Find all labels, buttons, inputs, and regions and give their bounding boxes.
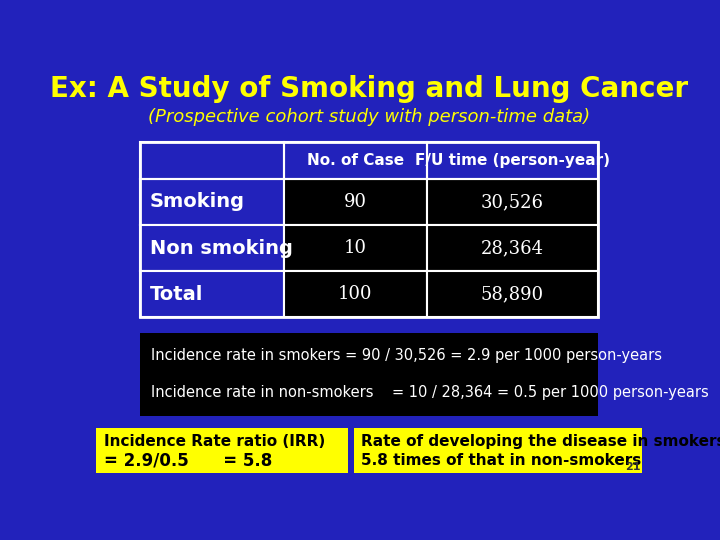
Bar bbox=[427, 225, 598, 271]
Text: Ex: A Study of Smoking and Lung Cancer: Ex: A Study of Smoking and Lung Cancer bbox=[50, 76, 688, 104]
Bar bbox=[427, 271, 598, 318]
Bar bbox=[354, 428, 642, 473]
Bar bbox=[140, 271, 284, 318]
Text: Incidence Rate ratio (IRR): Incidence Rate ratio (IRR) bbox=[104, 434, 325, 449]
Text: 28,364: 28,364 bbox=[481, 239, 544, 257]
Text: = 2.9/0.5      = 5.8: = 2.9/0.5 = 5.8 bbox=[104, 451, 272, 470]
Bar bbox=[427, 142, 598, 179]
Text: 30,526: 30,526 bbox=[481, 193, 544, 211]
Bar bbox=[427, 179, 598, 225]
Bar bbox=[284, 142, 427, 179]
Bar bbox=[140, 142, 598, 179]
Text: 5.8 times of that in non-smokers: 5.8 times of that in non-smokers bbox=[361, 453, 642, 468]
Bar bbox=[140, 333, 598, 416]
Bar bbox=[140, 142, 598, 318]
Text: Non smoking: Non smoking bbox=[150, 239, 292, 258]
Text: Incidence rate in smokers = 90 / 30,526 = 2.9 per 1000 person-years: Incidence rate in smokers = 90 / 30,526 … bbox=[151, 348, 662, 363]
Text: 100: 100 bbox=[338, 285, 373, 303]
Text: (Prospective cohort study with person-time data): (Prospective cohort study with person-ti… bbox=[148, 108, 590, 126]
Bar bbox=[284, 225, 427, 271]
Text: 10: 10 bbox=[344, 239, 367, 257]
Bar bbox=[140, 225, 284, 271]
Text: F/U time (person-year): F/U time (person-year) bbox=[415, 153, 610, 168]
Text: 58,890: 58,890 bbox=[481, 285, 544, 303]
Bar bbox=[284, 271, 427, 318]
Bar bbox=[96, 428, 348, 473]
Bar bbox=[140, 142, 284, 179]
Text: Smoking: Smoking bbox=[150, 192, 245, 211]
Text: 21: 21 bbox=[625, 462, 640, 472]
Text: Rate of developing the disease in smokers is: Rate of developing the disease in smoker… bbox=[361, 434, 720, 449]
Bar bbox=[140, 179, 284, 225]
Bar bbox=[284, 179, 427, 225]
Text: No. of Case: No. of Case bbox=[307, 153, 404, 168]
Text: 90: 90 bbox=[344, 193, 367, 211]
Text: Total: Total bbox=[150, 285, 203, 304]
Text: Incidence rate in non-smokers    = 10 / 28,364 = 0.5 per 1000 person-years: Incidence rate in non-smokers = 10 / 28,… bbox=[151, 386, 709, 400]
